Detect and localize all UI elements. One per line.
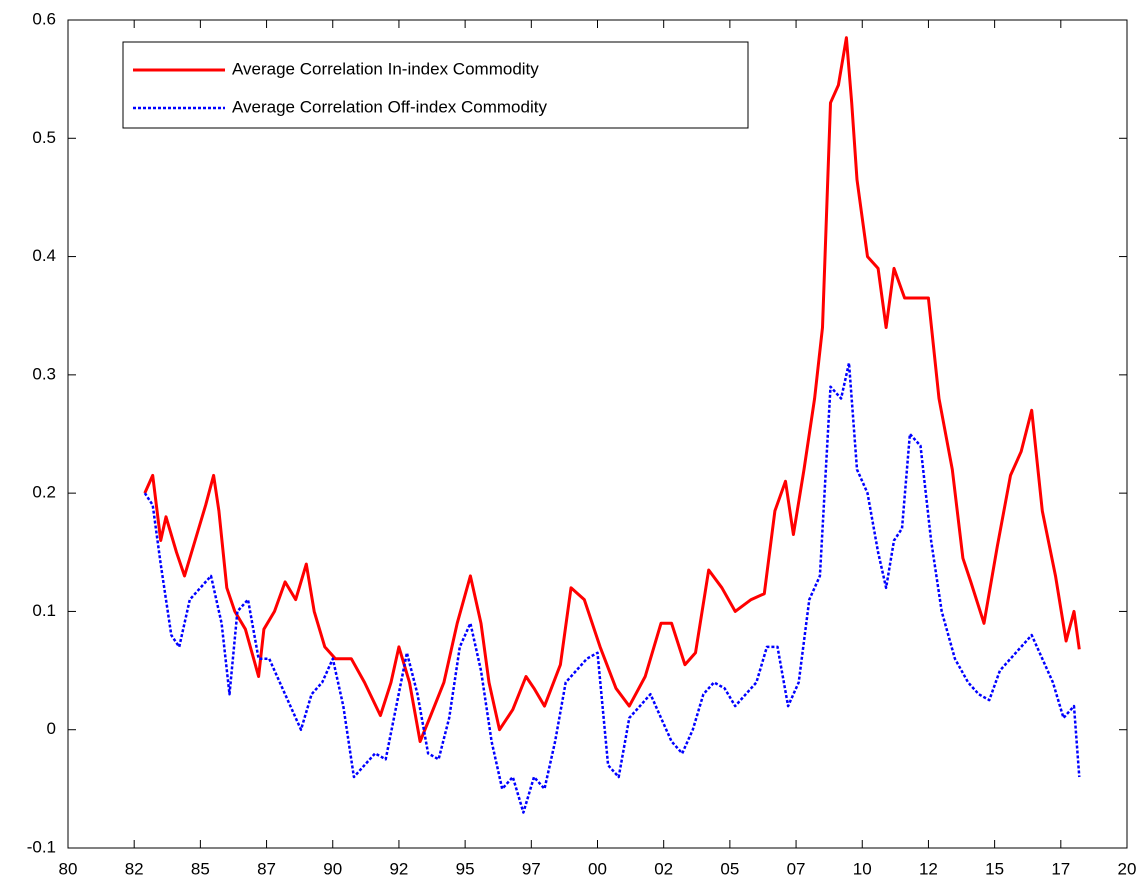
x-tick-label: 82	[125, 859, 144, 878]
series-line	[143, 361, 1081, 814]
x-tick-label: 92	[389, 859, 408, 878]
y-tick-label: 0.3	[32, 364, 56, 383]
x-tick-label: 05	[720, 859, 739, 878]
legend-label: Average Correlation Off-index Commodity	[232, 97, 547, 116]
y-tick-label: 0.5	[32, 128, 56, 147]
x-tick-label: 07	[787, 859, 806, 878]
x-tick-label: 85	[191, 859, 210, 878]
x-tick-label: 00	[588, 859, 607, 878]
x-tick-label: 87	[257, 859, 276, 878]
x-tick-label: 12	[919, 859, 938, 878]
x-tick-label: 80	[59, 859, 78, 878]
x-tick-label: 10	[853, 859, 872, 878]
x-tick-label: 17	[1051, 859, 1070, 878]
y-tick-label: 0.4	[32, 246, 56, 265]
y-tick-label: 0.6	[32, 9, 56, 28]
x-tick-label: 90	[323, 859, 342, 878]
y-tick-label: 0.1	[32, 601, 56, 620]
y-tick-label: -0.1	[27, 837, 56, 856]
x-tick-label: 95	[456, 859, 475, 878]
legend-box	[122, 41, 749, 129]
y-tick-label: 0	[47, 719, 56, 738]
x-tick-label: 97	[522, 859, 541, 878]
legend-label: Average Correlation In-index Commodity	[232, 59, 539, 78]
x-tick-label: 02	[654, 859, 673, 878]
series-line	[143, 36, 1081, 743]
x-tick-label: 20	[1118, 859, 1137, 878]
x-tick-label: 15	[985, 859, 1004, 878]
axes-box	[67, 19, 1128, 849]
y-tick-label: 0.2	[32, 483, 56, 502]
